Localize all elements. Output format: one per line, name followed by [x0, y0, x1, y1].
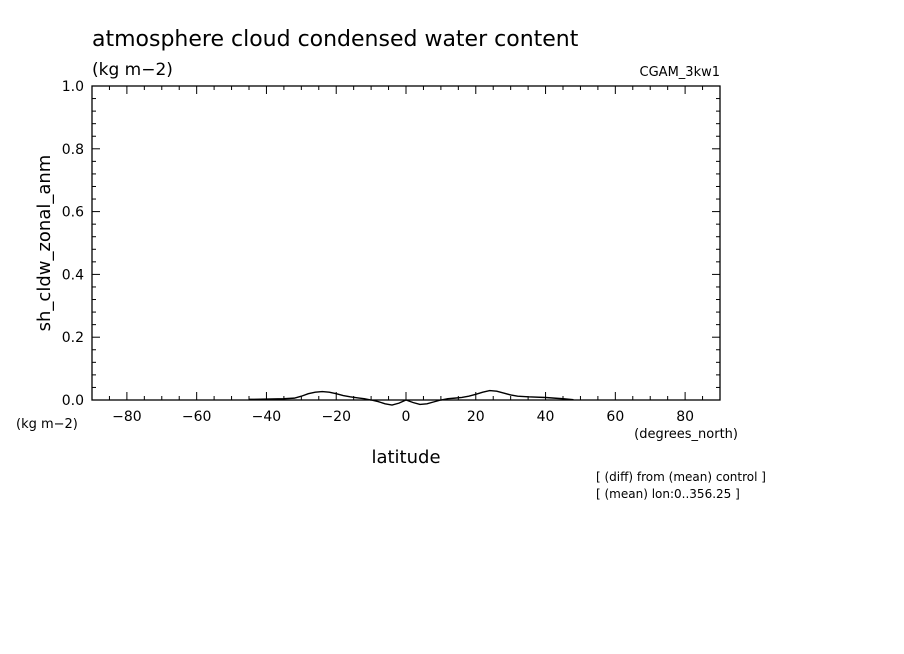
- series-line: [248, 389, 574, 406]
- y-axis-label: sh_cldw_zonal_anm: [34, 155, 55, 332]
- x-axis-units: (degrees_north): [634, 427, 738, 442]
- chart-title: atmosphere cloud condensed water content: [92, 27, 579, 52]
- x-tick-label: 40: [537, 409, 555, 425]
- experiment-label: CGAM_3kw1: [640, 65, 720, 80]
- x-tick-label: 80: [676, 409, 694, 425]
- y-tick-label: 0.0: [62, 393, 84, 409]
- note-mean: [ (mean) lon:0..356.25 ]: [596, 487, 740, 501]
- x-tick-label: 0: [402, 409, 411, 425]
- x-tick-label: 20: [467, 409, 485, 425]
- plot-frame: [91, 85, 721, 401]
- x-tick-label: −40: [252, 409, 282, 425]
- x-tick-label: −60: [182, 409, 212, 425]
- x-tick-label: −80: [112, 409, 142, 425]
- y-tick-label: 0.6: [62, 205, 84, 221]
- chart-subtitle-units: (kg m−2): [92, 60, 173, 80]
- x-tick-label: −20: [321, 409, 351, 425]
- x-axis-label: latitude: [371, 447, 440, 468]
- y-tick-label: 0.4: [62, 267, 84, 283]
- axis-ticks: [91, 85, 721, 401]
- y-tick-label: 0.2: [62, 330, 84, 346]
- x-tick-label: 60: [606, 409, 624, 425]
- y-tick-label: 0.8: [62, 142, 84, 158]
- y-tick-labels: 0.0 0.2 0.4 0.6 0.8 1.0: [62, 79, 84, 409]
- y-axis-units: (kg m−2): [16, 417, 78, 432]
- note-diff: [ (diff) from (mean) control ]: [596, 470, 766, 484]
- y-tick-label: 1.0: [62, 79, 84, 95]
- x-tick-labels: −80 −60 −40 −20 0 20 40 60 80: [112, 409, 694, 425]
